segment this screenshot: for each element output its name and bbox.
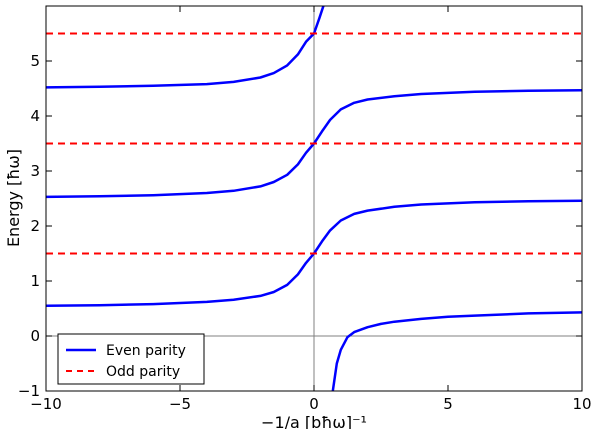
legend: Even parity Odd parity: [57, 333, 205, 385]
y-axis-label: Energy [ħω]: [4, 149, 23, 247]
x-tick-label: 0: [309, 395, 319, 413]
y-tick-label: 0: [30, 327, 40, 345]
x-tick-label: 10: [572, 395, 591, 413]
legend-label-even-parity: Even parity: [106, 343, 186, 359]
series-odd-parity: [46, 32, 582, 255]
x-axis-label: −1/a [bħω]⁻¹: [261, 413, 367, 429]
y-tick-label: 3: [30, 162, 40, 180]
y-tick-label: 2: [30, 217, 40, 235]
y-tick-label: 4: [30, 107, 40, 125]
y-tick-label: 1: [30, 272, 40, 290]
legend-label-odd-parity: Odd parity: [106, 364, 180, 380]
x-tick-label: 5: [443, 395, 453, 413]
series-layer: [46, 6, 582, 391]
even-parity-curve: [331, 311, 582, 391]
y-tick-label: 5: [30, 52, 40, 70]
x-tick-label: −5: [169, 395, 191, 413]
legend-box: [57, 333, 205, 385]
x-tick-label: −10: [30, 395, 62, 413]
y-tick-label: −1: [18, 382, 40, 400]
